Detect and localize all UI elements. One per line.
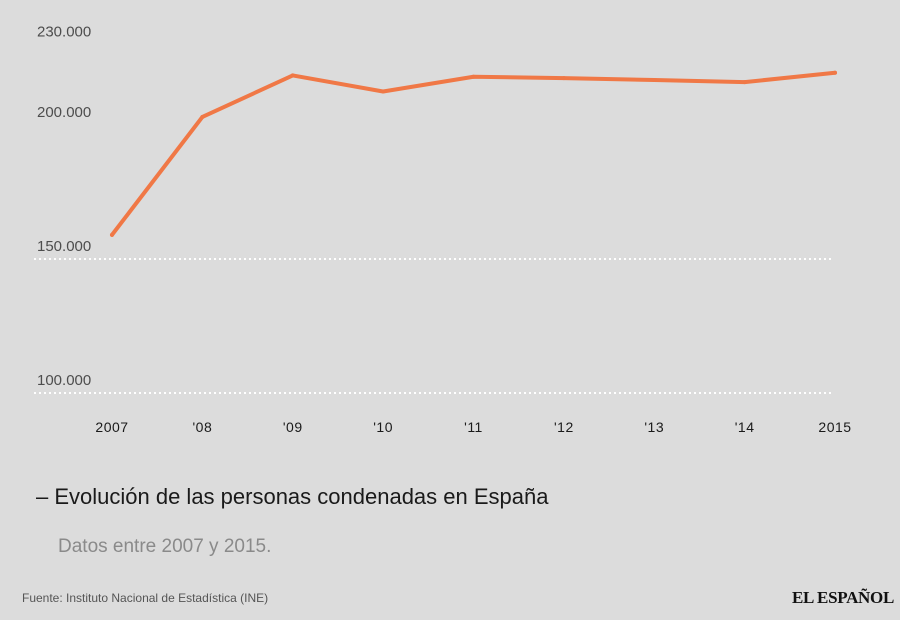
data-point bbox=[471, 74, 476, 79]
data-point bbox=[200, 114, 205, 119]
x-tick-label: '09 bbox=[283, 419, 303, 435]
x-axis-ticks: 2007 '08 '09 '10 '11 '12 '13 '14 2015 bbox=[95, 419, 851, 435]
data-point bbox=[742, 80, 747, 85]
y-tick-label: 200.000 bbox=[37, 104, 91, 121]
y-tick-label: 100.000 bbox=[37, 372, 91, 389]
x-tick-label: 2007 bbox=[95, 419, 128, 435]
x-tick-label: '08 bbox=[193, 419, 213, 435]
series-line bbox=[110, 70, 837, 237]
chart-subtitle: Datos entre 2007 y 2015. bbox=[58, 536, 272, 557]
data-point bbox=[110, 232, 114, 237]
source-note: Fuente: Instituto Nacional de Estadístic… bbox=[22, 591, 269, 605]
y-tick-label: 230.000 bbox=[37, 24, 91, 41]
data-point bbox=[290, 73, 295, 78]
x-tick-label: '14 bbox=[735, 419, 755, 435]
grid-lines bbox=[34, 258, 834, 394]
data-point bbox=[833, 70, 837, 75]
x-tick-label: 2015 bbox=[818, 419, 851, 435]
y-axis-ticks: 230.000 200.000 150.000 100.000 bbox=[37, 24, 91, 389]
y-tick-label: 150.000 bbox=[37, 238, 91, 255]
chart-title: – Evolución de las personas condenadas e… bbox=[36, 484, 549, 509]
chart: 230.000 200.000 150.000 100.000 2007 '08 '09 '… bbox=[34, 24, 851, 435]
data-point bbox=[561, 76, 566, 81]
x-tick-label: '11 bbox=[464, 419, 483, 435]
x-tick-label: '12 bbox=[554, 419, 574, 435]
x-tick-label: '10 bbox=[373, 419, 393, 435]
data-point bbox=[652, 77, 657, 82]
x-tick-label: '13 bbox=[644, 419, 664, 435]
series-line-path bbox=[110, 70, 837, 237]
brand-logo: EL ESPAÑOL bbox=[791, 588, 894, 607]
data-point bbox=[381, 89, 386, 94]
